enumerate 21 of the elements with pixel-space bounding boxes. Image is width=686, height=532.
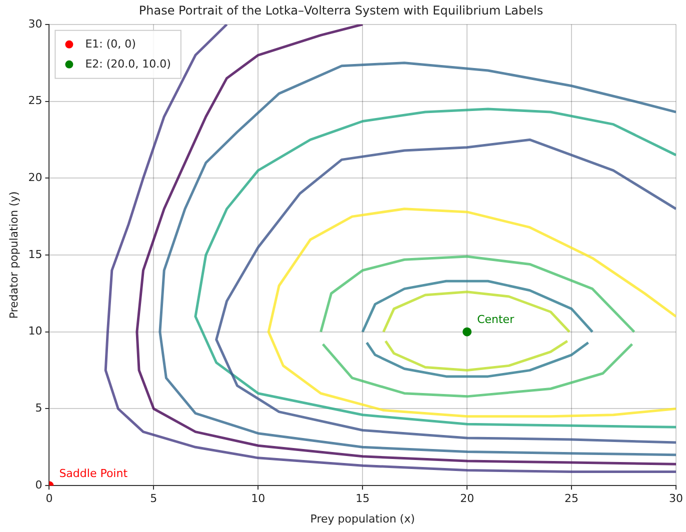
annotation: Center [477, 313, 515, 326]
x-tick-label: 0 [46, 492, 53, 506]
legend-label: E1: (0, 0) [85, 37, 136, 50]
y-tick-label: 15 [28, 248, 42, 261]
y-tick-label: 10 [28, 324, 42, 338]
x-tick-label: 15 [356, 492, 370, 506]
x-tick-label: 30 [669, 492, 683, 506]
x-tick-label: 10 [251, 492, 266, 506]
y-axis-title: Predator population (y) [7, 191, 20, 319]
x-tick-label: 25 [564, 492, 579, 506]
x-tick-label: 5 [150, 492, 158, 506]
chart-title: Phase Portrait of the Lotka–Volterra System with Equilibrium Labels [138, 3, 544, 18]
y-tick-label: 30 [28, 17, 42, 30]
y-tick-label: 0 [35, 478, 42, 492]
y-tick-label: 25 [28, 94, 42, 108]
legend-label: E2: (20.0, 10.0) [85, 57, 171, 70]
x-tick-label: 20 [460, 492, 474, 506]
y-tick-label: 5 [35, 402, 42, 415]
annotation: Saddle Point [59, 466, 128, 480]
x-axis-title: Prey population (x) [310, 512, 415, 526]
y-tick-label: 20 [28, 170, 42, 184]
